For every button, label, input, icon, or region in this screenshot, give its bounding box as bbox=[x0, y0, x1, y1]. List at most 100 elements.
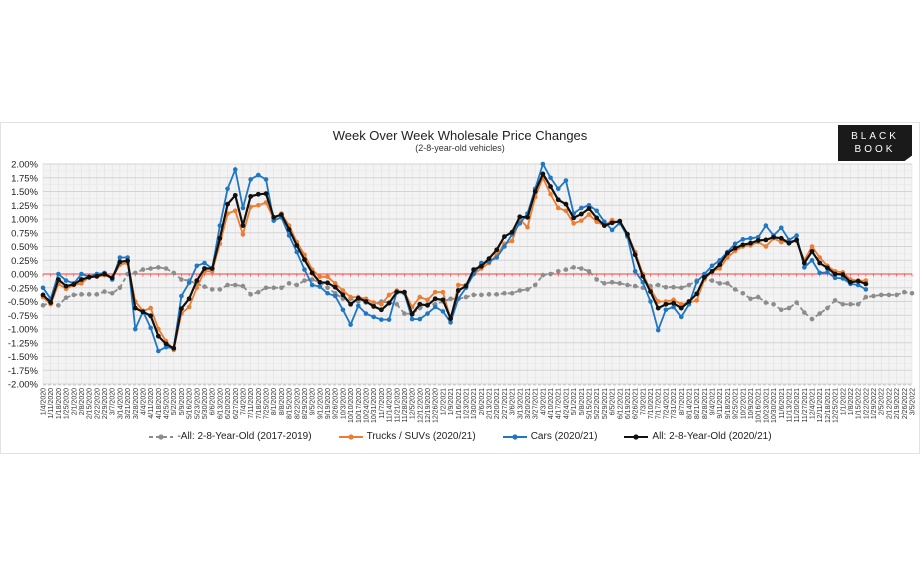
data-point bbox=[655, 327, 661, 333]
data-point bbox=[848, 301, 853, 307]
data-point bbox=[394, 301, 400, 307]
x-tick-label: 12/19/2020 bbox=[425, 388, 432, 423]
data-point bbox=[317, 284, 323, 289]
x-tick-label: 5/23/2020 bbox=[194, 388, 201, 419]
data-point bbox=[194, 278, 200, 283]
data-point bbox=[48, 300, 54, 305]
data-point bbox=[694, 279, 699, 285]
data-point bbox=[225, 201, 230, 207]
x-tick-label: 8/21/2021 bbox=[694, 388, 701, 419]
x-tick-label: 2/12/2022 bbox=[886, 388, 893, 419]
data-point bbox=[786, 237, 792, 243]
x-tick-label: 11/13/2021 bbox=[786, 388, 793, 423]
data-point bbox=[63, 278, 69, 283]
y-tick-label: 2.00% bbox=[11, 160, 38, 171]
data-point bbox=[555, 197, 561, 203]
legend-marker bbox=[158, 433, 165, 440]
x-tick-label: 1/1/2022 bbox=[840, 388, 847, 415]
y-tick-label: 1.75% bbox=[11, 173, 38, 184]
x-tick-label: 11/14/2020 bbox=[387, 388, 394, 423]
data-point bbox=[832, 271, 838, 277]
data-point bbox=[671, 304, 676, 310]
data-point bbox=[848, 279, 853, 285]
data-point bbox=[863, 278, 869, 283]
data-point bbox=[586, 212, 592, 217]
data-point bbox=[509, 238, 515, 244]
x-tick-label: 2/13/2021 bbox=[487, 388, 494, 419]
x-tick-label: 12/18/2021 bbox=[825, 388, 832, 423]
data-point bbox=[125, 258, 130, 264]
x-tick-label: 2/6/2021 bbox=[479, 388, 486, 415]
data-point bbox=[371, 304, 377, 309]
x-tick-label: 4/25/2020 bbox=[164, 388, 171, 419]
data-point bbox=[117, 255, 123, 260]
data-point bbox=[555, 186, 561, 192]
x-tick-label: 6/26/2021 bbox=[633, 388, 640, 419]
data-point bbox=[156, 348, 161, 354]
data-point bbox=[79, 292, 84, 297]
data-point bbox=[263, 285, 269, 291]
data-point bbox=[902, 289, 907, 295]
x-tick-label: 8/29/2020 bbox=[302, 388, 309, 419]
data-point bbox=[79, 281, 84, 286]
data-point bbox=[486, 292, 492, 297]
data-point bbox=[163, 266, 169, 271]
data-point bbox=[417, 301, 423, 307]
data-point bbox=[778, 239, 784, 245]
y-tick-label: -2.00% bbox=[8, 380, 39, 391]
x-tick-label: 10/23/2021 bbox=[763, 388, 770, 423]
data-point bbox=[502, 244, 507, 249]
x-tick-label: 9/25/2021 bbox=[733, 388, 740, 419]
data-point bbox=[309, 282, 315, 288]
x-tick-label: 10/30/2021 bbox=[771, 388, 778, 423]
x-tick-label: 1/9/2021 bbox=[448, 388, 455, 415]
data-point bbox=[71, 292, 77, 298]
x-tick-label: 9/11/2021 bbox=[717, 388, 724, 419]
x-tick-label: 10/24/2020 bbox=[363, 388, 370, 423]
data-point bbox=[248, 194, 254, 199]
data-point bbox=[809, 257, 815, 263]
data-point bbox=[548, 271, 553, 277]
y-tick-label: 1.25% bbox=[11, 201, 38, 212]
x-tick-label: 7/31/2021 bbox=[671, 388, 678, 419]
data-point bbox=[525, 224, 530, 230]
x-tick-label: 1/18/2020 bbox=[56, 388, 63, 419]
data-point bbox=[232, 208, 238, 214]
data-point bbox=[509, 290, 515, 296]
legend-swatch-blue bbox=[502, 433, 527, 440]
data-point bbox=[255, 191, 261, 197]
x-tick-label: 2/15/2020 bbox=[87, 388, 94, 419]
legend-label: Trucks / SUVs (2020/21) bbox=[366, 431, 476, 442]
data-point bbox=[148, 305, 153, 311]
data-point bbox=[678, 285, 684, 291]
data-point bbox=[525, 287, 530, 292]
x-tick-label: 1/22/2022 bbox=[863, 388, 870, 419]
data-point bbox=[402, 289, 407, 295]
data-point bbox=[417, 294, 423, 300]
data-point bbox=[494, 292, 500, 297]
data-point bbox=[755, 238, 761, 243]
data-point bbox=[586, 206, 592, 211]
data-point bbox=[586, 202, 592, 208]
data-point bbox=[432, 289, 438, 295]
data-point bbox=[356, 303, 361, 309]
data-point bbox=[271, 218, 277, 223]
x-tick-label: 2/22/2020 bbox=[94, 388, 101, 419]
data-point bbox=[479, 292, 484, 298]
y-tick-label: -1.25% bbox=[8, 338, 39, 349]
data-point bbox=[832, 298, 838, 303]
data-point bbox=[363, 299, 369, 304]
x-tick-label: 1/16/2021 bbox=[456, 388, 463, 419]
data-point bbox=[240, 205, 246, 211]
data-point bbox=[632, 283, 638, 289]
data-point bbox=[517, 288, 523, 293]
data-point bbox=[717, 262, 723, 268]
data-point bbox=[602, 281, 607, 286]
x-tick-label: 9/5/2020 bbox=[310, 388, 317, 415]
data-point bbox=[417, 316, 423, 322]
data-point bbox=[709, 278, 715, 283]
data-point bbox=[863, 287, 869, 292]
data-point bbox=[617, 281, 623, 286]
data-point bbox=[571, 221, 576, 226]
data-point bbox=[778, 235, 784, 241]
